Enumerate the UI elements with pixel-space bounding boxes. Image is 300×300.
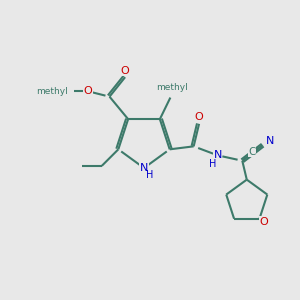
- Text: O: O: [84, 86, 92, 96]
- Text: methyl: methyl: [156, 83, 188, 92]
- Text: methyl: methyl: [36, 87, 68, 96]
- Text: C: C: [248, 147, 256, 157]
- Text: O: O: [121, 66, 130, 76]
- Text: O: O: [195, 112, 203, 122]
- Text: N: N: [140, 163, 148, 173]
- Text: H: H: [208, 159, 216, 169]
- Text: N: N: [266, 136, 275, 146]
- Text: H: H: [146, 169, 153, 180]
- Text: N: N: [214, 150, 222, 160]
- Text: O: O: [260, 217, 268, 227]
